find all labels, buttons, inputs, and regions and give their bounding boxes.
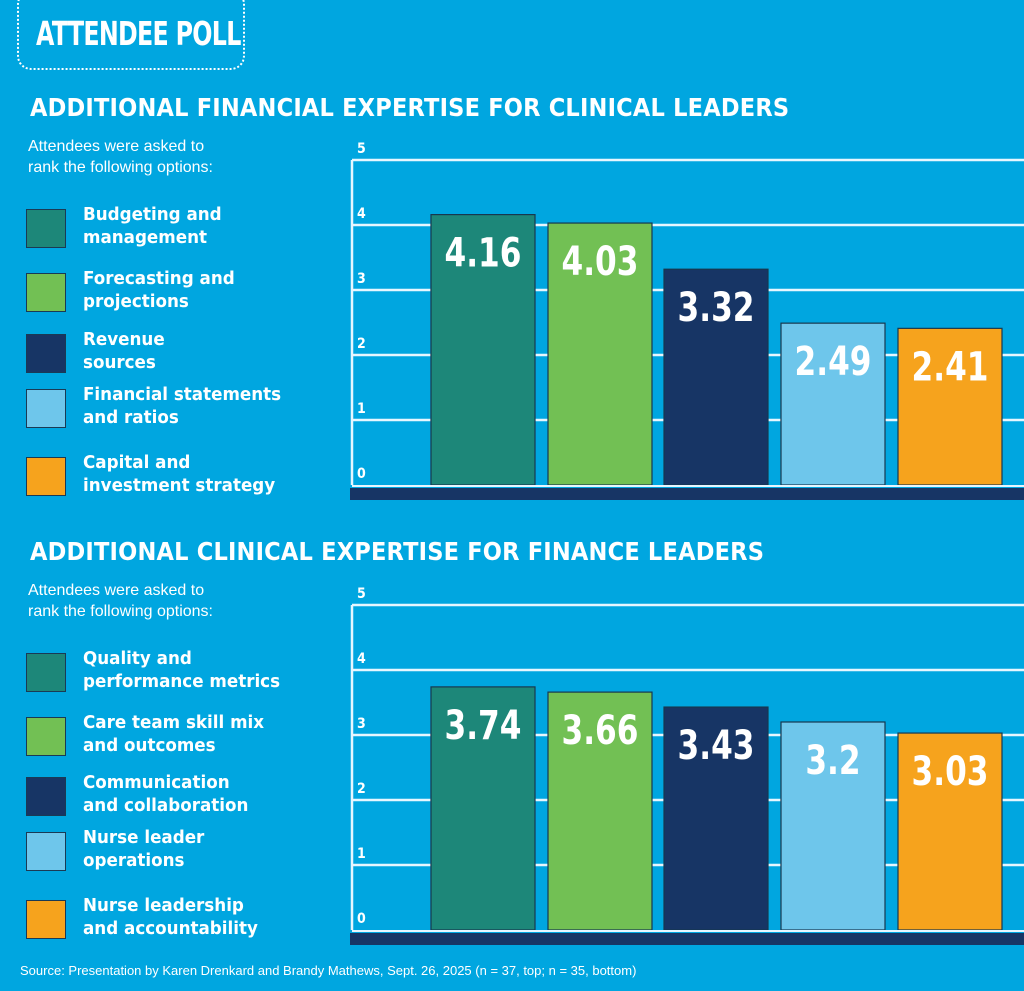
y-tick-label: 0 xyxy=(357,466,366,482)
bar xyxy=(897,327,1003,486)
bar xyxy=(547,691,653,931)
legend-label-line: operations xyxy=(83,850,185,871)
legend-label-line: and collaboration xyxy=(83,795,249,816)
legend-label-line: performance metrics xyxy=(83,671,281,692)
bar-value-label: 3.66 xyxy=(562,708,639,754)
bar xyxy=(663,706,769,931)
y-tick-label: 1 xyxy=(357,846,366,862)
section-title-financial: ADDITIONAL FINANCIAL EXPERTISE FOR CLINI… xyxy=(30,93,790,122)
legend-label-line: Nurse leader xyxy=(83,827,205,848)
bar-value-label: 4.03 xyxy=(562,239,639,285)
bar-value-label: 3.43 xyxy=(678,723,755,769)
legend-label-line: Budgeting and xyxy=(83,204,222,225)
legend-item: Budgeting and management xyxy=(26,204,336,253)
legend-item: Communication and collaboration xyxy=(26,772,336,821)
poll-badge-frame xyxy=(17,0,245,70)
legend-swatch xyxy=(26,273,66,312)
y-tick-label: 3 xyxy=(357,716,366,732)
legend-label-line: Quality and xyxy=(83,648,192,669)
bar-value-label: 2.49 xyxy=(795,339,872,385)
legend-item: Capital and investment strategy xyxy=(26,452,336,501)
legend-label-line: Nurse leadership xyxy=(83,895,244,916)
intro-text-financial: Attendees were asked to rank the followi… xyxy=(28,136,288,178)
legend-item: Forecasting and projections xyxy=(26,268,336,317)
bar-value-label: 2.41 xyxy=(912,345,989,391)
legend-label-line: projections xyxy=(83,291,189,312)
bar-value-label: 4.16 xyxy=(445,231,522,277)
y-tick-label: 0 xyxy=(357,911,366,927)
legend-label-line: sources xyxy=(83,352,156,373)
legend-item: Revenue sources xyxy=(26,329,336,378)
y-tick-label: 5 xyxy=(357,141,366,157)
legend-label-line: and outcomes xyxy=(83,735,216,756)
bar-chart-clinical: 0 1 2 3 4 5 3.74 3.66 3.43 3.2 3.03 xyxy=(350,586,1024,945)
bar xyxy=(430,213,536,486)
bar xyxy=(780,721,886,931)
legend-label: Quality and performance metrics xyxy=(83,647,280,693)
legend-label-line: and ratios xyxy=(83,407,179,428)
bar-value-label: 3.32 xyxy=(678,286,755,332)
legend-label-line: Care team skill mix xyxy=(83,712,265,733)
legend-label: Capital and investment strategy xyxy=(83,451,275,497)
bar-value-label: 3.03 xyxy=(912,749,989,795)
legend-swatch xyxy=(26,900,66,939)
legend-label: Care team skill mix and outcomes xyxy=(83,711,264,757)
intro-line: Attendees were asked to xyxy=(28,138,205,155)
legend-label-line: Revenue xyxy=(83,329,165,350)
legend-item: Financial statements and ratios xyxy=(26,384,336,433)
bar xyxy=(780,322,886,486)
legend-label-line: Capital and xyxy=(83,452,191,473)
bar-chart-financial: 0 1 2 3 4 5 4.16 4.03 3.32 2.49 2.41 xyxy=(350,141,1024,500)
legend-label: Nurse leader operations xyxy=(83,826,204,872)
y-tick-label: 4 xyxy=(357,206,366,222)
legend-item: Care team skill mix and outcomes xyxy=(26,712,336,761)
bar xyxy=(663,268,769,486)
poll-badge-title: ATTENDEE POLL xyxy=(36,14,241,53)
legend-label-line: investment strategy xyxy=(83,475,276,496)
legend-label: Budgeting and management xyxy=(83,203,222,249)
legend-swatch xyxy=(26,653,66,692)
intro-line: rank the following options: xyxy=(28,159,213,176)
legend-label: Revenue sources xyxy=(83,328,165,374)
bar xyxy=(430,686,536,931)
y-tick-label: 4 xyxy=(357,651,366,667)
intro-line: Attendees were asked to xyxy=(28,582,205,599)
legend-item: Nurse leader operations xyxy=(26,827,336,876)
legend-swatch xyxy=(26,389,66,428)
source-note: Source: Presentation by Karen Drenkard a… xyxy=(20,963,637,978)
y-tick-label: 2 xyxy=(357,781,366,797)
legend-label: Communication and collaboration xyxy=(83,771,248,817)
legend-swatch xyxy=(26,457,66,496)
bar xyxy=(547,222,653,486)
y-tick-label: 2 xyxy=(357,336,366,352)
legend-swatch xyxy=(26,209,66,248)
y-tick-label: 3 xyxy=(357,271,366,287)
section-title-clinical: ADDITIONAL CLINICAL EXPERTISE FOR FINANC… xyxy=(30,537,765,566)
chart-base-band xyxy=(350,488,1024,500)
legend-label: Nurse leadership and accountability xyxy=(83,894,258,940)
bar-value-label: 3.2 xyxy=(805,738,860,784)
legend-label: Forecasting and projections xyxy=(83,267,235,313)
legend-label-line: Financial statements xyxy=(83,384,282,405)
legend-label: Financial statements and ratios xyxy=(83,383,281,429)
legend-item: Quality and performance metrics xyxy=(26,648,336,697)
chart-base-band xyxy=(350,933,1024,945)
legend-swatch xyxy=(26,717,66,756)
legend-label-line: Communication xyxy=(83,772,230,793)
legend-swatch xyxy=(26,777,66,816)
bar-value-label: 3.74 xyxy=(445,703,522,749)
legend-swatch xyxy=(26,832,66,871)
y-tick-label: 5 xyxy=(357,586,366,602)
intro-text-clinical: Attendees were asked to rank the followi… xyxy=(28,580,288,622)
y-tick-label: 1 xyxy=(357,401,366,417)
legend-swatch xyxy=(26,334,66,373)
intro-line: rank the following options: xyxy=(28,603,213,620)
legend-label-line: management xyxy=(83,227,208,248)
legend-label-line: Forecasting and xyxy=(83,268,235,289)
legend-label-line: and accountability xyxy=(83,918,258,939)
legend-item: Nurse leadership and accountability xyxy=(26,895,336,944)
